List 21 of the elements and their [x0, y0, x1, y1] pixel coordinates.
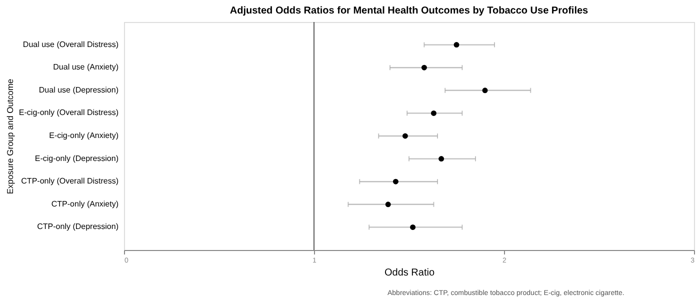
x-axis-title: Odds Ratio	[384, 268, 435, 278]
y-tick-label: E-cig-only (Depression)	[34, 154, 119, 163]
y-tick-label: CTP-only (Anxiety)	[51, 199, 119, 208]
y-tick-label: Dual use (Anxiety)	[53, 62, 119, 72]
y-tick-label: E-cig-only (Anxiety)	[49, 131, 119, 140]
point	[438, 156, 444, 162]
y-tick-label: CTP-only (Depression)	[37, 222, 119, 232]
y-tick-label: Dual use (Depression)	[38, 85, 119, 94]
point	[392, 178, 398, 184]
y-tick-label: Dual use (Overall Distress)	[22, 40, 119, 49]
point	[454, 42, 460, 48]
point	[410, 224, 416, 230]
y-tick-label: E-cig-only (Overall Distress)	[18, 108, 119, 118]
point	[482, 88, 488, 94]
chart-title: Adjusted Odds Ratios for Mental Health Outcomes by Tobacco Use Profiles	[230, 6, 589, 16]
point	[430, 110, 436, 116]
y-axis-title: Exposure Group and Outcome	[4, 78, 15, 194]
point	[402, 133, 408, 139]
point	[385, 202, 391, 208]
y-tick-label: CTP-only (Overall Distress)	[21, 176, 119, 186]
point	[421, 64, 427, 70]
